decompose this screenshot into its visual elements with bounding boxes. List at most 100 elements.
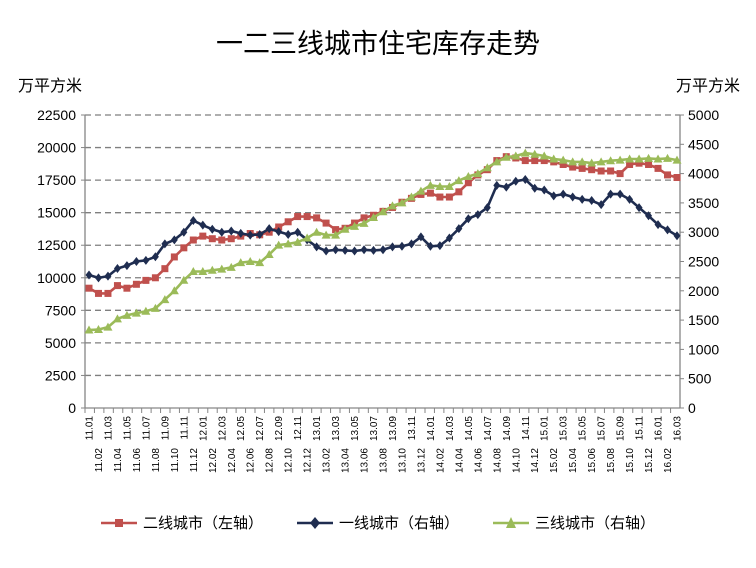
data-point-series-2 [199, 220, 207, 230]
left-tick-label: 17500 [37, 172, 76, 188]
data-point-series-3 [188, 266, 198, 275]
data-point-series-3 [606, 156, 616, 165]
data-point-series-2 [180, 227, 188, 237]
data-point-series-1 [104, 289, 112, 297]
data-point-series-1 [189, 236, 197, 244]
data-point-series-2 [626, 194, 634, 204]
x-tick-label: 11.11 [179, 416, 190, 440]
data-point-series-3 [653, 154, 663, 163]
x-tick-label: 11.10 [170, 448, 181, 473]
data-point-series-1 [436, 193, 444, 201]
data-point-series-2 [379, 245, 387, 255]
data-point-series-1 [85, 284, 93, 292]
left-tick-label: 22500 [37, 107, 76, 123]
data-point-series-2 [189, 215, 197, 225]
data-point-series-3 [444, 181, 454, 190]
data-point-series-3 [568, 157, 578, 166]
x-tick-label: 13.09 [388, 416, 399, 441]
data-point-series-2 [493, 180, 501, 190]
x-tick-label: 12.08 [265, 448, 276, 473]
legend-item: 三线城市（右轴） [493, 512, 655, 533]
data-point-series-1 [540, 157, 548, 165]
data-point-series-1 [303, 213, 311, 221]
data-point-series-3 [369, 213, 379, 222]
data-point-series-2 [569, 192, 577, 202]
x-tick-label: 13.05 [350, 416, 361, 441]
x-tick-label: 14.09 [502, 416, 513, 441]
x-tick-label: 14.01 [426, 416, 437, 441]
left-tick-label: 15000 [37, 205, 76, 221]
data-point-series-2 [132, 257, 140, 266]
data-point-series-3 [549, 154, 559, 163]
data-point-series-1 [294, 213, 302, 221]
data-point-series-3 [625, 154, 635, 163]
x-tick-label: 13.03 [331, 416, 342, 441]
data-point-series-3 [84, 325, 94, 334]
x-tick-label: 11.12 [189, 448, 200, 473]
right-tick-label: 1000 [688, 341, 719, 357]
x-tick-label: 15.10 [625, 448, 636, 473]
data-point-series-2 [170, 235, 178, 245]
data-point-series-3 [463, 172, 473, 181]
data-point-series-3 [501, 152, 511, 161]
right-tick-label: 3500 [688, 195, 719, 211]
legend-item: 二线城市（左轴） [100, 512, 263, 533]
data-point-series-2 [645, 211, 653, 221]
right-tick-label: 4500 [688, 136, 719, 152]
data-point-series-2 [616, 189, 624, 199]
data-point-series-2 [227, 226, 235, 236]
data-point-series-1 [569, 163, 577, 171]
x-tick-label: 11.07 [141, 416, 152, 441]
data-point-series-2 [313, 242, 321, 252]
right-tick-label: 2500 [688, 254, 719, 270]
data-point-series-1 [455, 188, 463, 196]
data-point-series-1 [635, 159, 643, 167]
data-point-series-1 [531, 157, 539, 165]
x-tick-label: 11.04 [113, 448, 124, 473]
data-point-series-3 [236, 258, 246, 267]
data-point-series-3 [150, 303, 160, 312]
data-point-series-2 [474, 210, 482, 220]
data-point-series-3 [492, 157, 502, 166]
right-tick-label: 4000 [688, 166, 719, 182]
data-point-series-1 [218, 236, 226, 244]
data-point-series-1 [284, 218, 292, 226]
x-tick-label: 15.02 [549, 448, 560, 473]
x-tick-label: 15.12 [644, 448, 655, 473]
left-tick-label: 7500 [45, 302, 76, 318]
x-tick-label: 11.05 [122, 416, 133, 441]
left-tick-label: 2500 [45, 367, 76, 383]
x-tick-label: 13.04 [341, 448, 352, 473]
data-point-series-1 [161, 265, 169, 273]
data-point-series-1 [616, 170, 624, 178]
data-point-series-2 [388, 242, 396, 252]
x-tick-label: 15.05 [578, 416, 589, 441]
data-point-series-1 [588, 166, 596, 174]
data-point-series-3 [350, 221, 360, 230]
data-point-series-1 [426, 189, 434, 197]
data-point-series-3 [112, 314, 122, 323]
data-point-series-2 [445, 233, 453, 243]
data-point-series-3 [245, 257, 255, 265]
data-point-series-2 [512, 176, 520, 186]
x-tick-label: 14.11 [521, 416, 532, 441]
data-point-series-1 [607, 167, 615, 175]
left-axis-unit: 万平方米 [18, 76, 83, 95]
x-tick-label: 14.04 [454, 448, 465, 473]
data-point-series-1 [113, 282, 121, 290]
data-point-series-2 [284, 230, 292, 240]
data-point-series-3 [122, 310, 132, 319]
data-point-series-2 [664, 225, 672, 235]
x-tick-label: 11.02 [94, 448, 105, 473]
data-point-series-3 [435, 181, 445, 190]
right-tick-label: 0 [688, 400, 696, 416]
data-point-series-1 [597, 167, 605, 175]
data-point-series-1 [578, 164, 586, 172]
data-point-series-2 [426, 241, 434, 251]
data-point-series-1 [673, 174, 681, 182]
data-point-series-2 [398, 241, 406, 251]
data-point-series-1 [626, 160, 634, 168]
data-point-series-1 [180, 244, 188, 252]
data-point-series-3 [131, 308, 141, 317]
data-point-series-3 [255, 258, 265, 267]
